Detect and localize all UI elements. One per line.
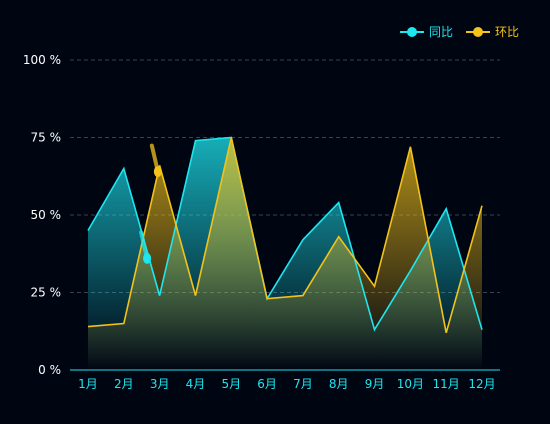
series-line-1 — [87, 136, 483, 332]
y-tick-label: 75 % — [31, 131, 62, 145]
x-tick-label: 8月 — [329, 377, 349, 391]
y-tick-label: 0 % — [38, 363, 61, 377]
legend-dot-icon — [473, 27, 483, 37]
hover-marker[interactable] — [153, 166, 162, 178]
series-area-2 — [88, 137, 482, 370]
x-tick-label: 1月 — [78, 377, 98, 391]
hover-marker[interactable] — [143, 252, 152, 264]
series-lines — [87, 136, 483, 334]
x-tick-label: 6月 — [257, 377, 277, 391]
x-tick-label: 12月 — [468, 377, 495, 391]
x-tick-label: 5月 — [221, 377, 241, 391]
legend-label: 环比 — [495, 25, 519, 39]
x-tick-label: 4月 — [186, 377, 206, 391]
x-tick-label: 2月 — [114, 377, 134, 391]
y-tick-label: 50 % — [31, 208, 62, 222]
x-tick-label: 3月 — [150, 377, 170, 391]
legend-item-2[interactable]: 环比 — [466, 25, 519, 39]
tooltip-markers — [139, 143, 162, 264]
x-tick-label: 11月 — [433, 377, 460, 391]
series-areas — [88, 137, 482, 370]
x-tick-label: 10月 — [397, 377, 424, 391]
x-tick-label: 9月 — [365, 377, 385, 391]
y-tick-label: 100 % — [23, 53, 61, 67]
legend-label: 同比 — [429, 25, 453, 39]
axes: 0 % 25 % 50 % 75 % 100 % 1月 2月 3月 4月 5月 6月 7月 8月 9月 10… — [23, 53, 500, 391]
legend[interactable]: 同比 环比 — [400, 25, 519, 39]
legend-item-1[interactable]: 同比 — [400, 25, 453, 39]
x-tick-label: 7月 — [293, 377, 313, 391]
y-tick-label: 25 % — [31, 286, 62, 300]
series-line-2 — [87, 137, 483, 334]
legend-dot-icon — [407, 27, 417, 37]
